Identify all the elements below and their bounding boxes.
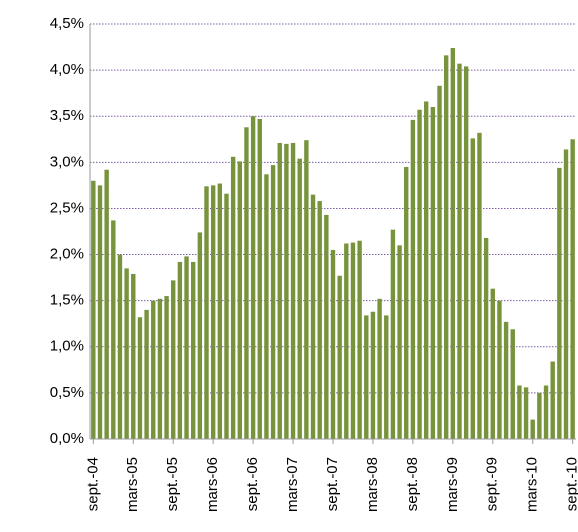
y-tick-label: 3,0%	[50, 153, 84, 170]
bar	[463, 66, 469, 439]
bar	[224, 193, 229, 439]
y-tick-label: 3,5%	[50, 107, 84, 124]
bar	[570, 139, 575, 439]
x-tick-label: mars-05	[124, 457, 141, 512]
x-tick-label: sept.-08	[404, 457, 421, 511]
bar	[543, 385, 549, 439]
bar	[357, 240, 362, 439]
bar	[344, 243, 349, 439]
bar	[97, 185, 103, 439]
bar	[277, 142, 282, 439]
bar	[257, 118, 262, 439]
bar	[424, 101, 429, 439]
bar	[470, 138, 476, 439]
bar	[304, 140, 309, 439]
bar	[437, 85, 442, 440]
x-tick-label: mars-09	[444, 457, 461, 512]
bar	[530, 419, 535, 439]
bar	[417, 109, 422, 440]
bar	[503, 321, 509, 439]
bar	[284, 143, 289, 439]
bar	[151, 300, 156, 439]
x-tick-label: sept.-07	[324, 457, 341, 511]
x-tick-label: sept.-06	[244, 457, 261, 511]
bar	[350, 242, 356, 439]
bar	[397, 245, 402, 439]
bar	[364, 315, 369, 439]
bar	[290, 142, 296, 439]
bar	[457, 63, 462, 440]
bar	[164, 296, 169, 439]
bar	[377, 298, 382, 439]
bar	[217, 183, 223, 439]
bar	[404, 166, 409, 439]
bar	[184, 256, 189, 439]
bar	[210, 185, 216, 439]
bar	[330, 249, 336, 439]
bar	[317, 201, 322, 439]
bar	[517, 385, 522, 439]
bar	[443, 55, 449, 439]
y-tick-label: 1,0%	[50, 338, 84, 355]
bar	[370, 311, 376, 439]
bar	[410, 119, 416, 440]
bar	[171, 280, 176, 439]
y-tick-label: 0,5%	[50, 384, 84, 401]
bar	[324, 214, 329, 439]
bar	[177, 261, 183, 439]
x-tick-label: sept.-10	[564, 457, 578, 511]
y-tick-label: 1,5%	[50, 292, 84, 309]
bar	[310, 194, 316, 439]
y-tick-label: 2,0%	[50, 246, 84, 263]
bar	[537, 392, 542, 439]
y-tick-label: 2,5%	[50, 199, 84, 216]
x-tick-label: mars-06	[204, 457, 221, 512]
bar	[237, 161, 242, 439]
bar	[104, 169, 109, 439]
bar	[390, 229, 396, 439]
bar	[131, 273, 136, 439]
bar	[563, 149, 569, 439]
x-tick-label: sept.-05	[164, 457, 181, 511]
bar	[250, 116, 256, 439]
bar	[230, 156, 236, 440]
x-tick-label: mars-07	[284, 457, 301, 512]
bar	[190, 261, 196, 439]
bar	[117, 254, 123, 439]
bar	[124, 268, 129, 439]
x-tick-label: mars-10	[524, 457, 541, 512]
bar	[384, 315, 389, 439]
bar	[144, 309, 149, 439]
bar	[557, 167, 562, 439]
bar	[297, 158, 302, 439]
bar	[244, 127, 249, 440]
bar	[477, 132, 482, 440]
bar	[337, 275, 342, 439]
bar	[450, 47, 456, 439]
bar	[550, 361, 555, 439]
bar	[483, 237, 489, 439]
x-tick-label: mars-08	[364, 457, 381, 512]
bar	[523, 387, 529, 439]
bar	[137, 317, 143, 439]
bar	[111, 220, 116, 439]
bar	[157, 298, 163, 439]
bar	[430, 107, 436, 439]
x-tick-label: sept.-09	[484, 457, 501, 511]
bar	[490, 288, 495, 439]
y-tick-label: 0,0%	[50, 430, 84, 447]
y-tick-label: 4,5%	[50, 15, 84, 32]
x-tick-label: sept.-04	[84, 457, 101, 511]
bar	[510, 329, 515, 439]
bar	[497, 300, 502, 439]
bar	[197, 232, 203, 439]
bar	[270, 165, 276, 439]
y-tick-label: 4,0%	[50, 61, 84, 78]
bar	[264, 174, 269, 440]
bar	[204, 186, 209, 439]
bar	[91, 180, 96, 439]
